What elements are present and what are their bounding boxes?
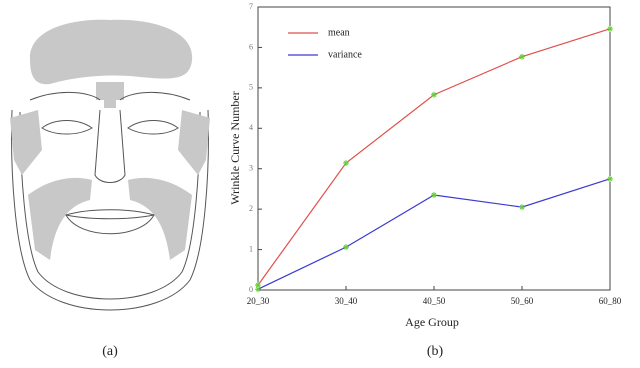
marker	[607, 175, 613, 182]
marker	[255, 282, 261, 289]
legend-label: mean	[328, 27, 350, 38]
y-tick-label: 3	[249, 164, 253, 173]
left-cheek-region	[10, 110, 42, 175]
plot-frame	[257, 6, 611, 291]
y-tick-label: 2	[249, 204, 253, 213]
panel-label: (a)	[102, 344, 118, 359]
y-axis-label: Wrinkle Curve Number	[228, 91, 242, 204]
x-tick-label: 50_60	[511, 296, 534, 306]
x-axis-label: Age Group	[405, 315, 459, 329]
right-eye	[127, 120, 179, 135]
y-tick-label: 6	[249, 42, 253, 51]
marker	[431, 191, 437, 198]
nose-top-region	[96, 82, 124, 108]
marker	[607, 25, 613, 32]
x-tick-label: 40_50	[423, 296, 446, 306]
y-tick-label: 1	[249, 244, 253, 253]
face-outline	[11, 109, 209, 311]
nose	[94, 109, 126, 183]
forehead-region	[29, 19, 193, 85]
mouth	[65, 209, 155, 235]
right-cheek-region	[178, 110, 210, 175]
y-tick-label: 5	[249, 83, 253, 92]
marker	[519, 53, 525, 60]
marker	[343, 160, 349, 167]
marker	[519, 204, 525, 211]
marker	[343, 244, 349, 251]
x-tick-label: 20_30	[247, 296, 270, 306]
y-tick-label: 4	[249, 123, 253, 132]
face-outline-inner	[19, 111, 201, 300]
right-fold-region	[128, 177, 192, 260]
left-fold-region	[28, 177, 92, 260]
panel-label: (b)	[427, 344, 444, 359]
legend-label: variance	[328, 49, 362, 60]
brow-line	[29, 91, 191, 101]
marker	[255, 286, 261, 293]
face-diagram	[10, 19, 210, 311]
x-tick-label: 30_40	[335, 296, 358, 306]
x-tick-label: 60_80	[599, 296, 622, 306]
left-eye	[41, 120, 93, 135]
y-tick-label: 0	[249, 285, 253, 294]
marker	[431, 91, 437, 98]
line	[257, 28, 611, 286]
mouth-line	[65, 214, 155, 220]
y-tick-label: 7	[249, 2, 253, 11]
